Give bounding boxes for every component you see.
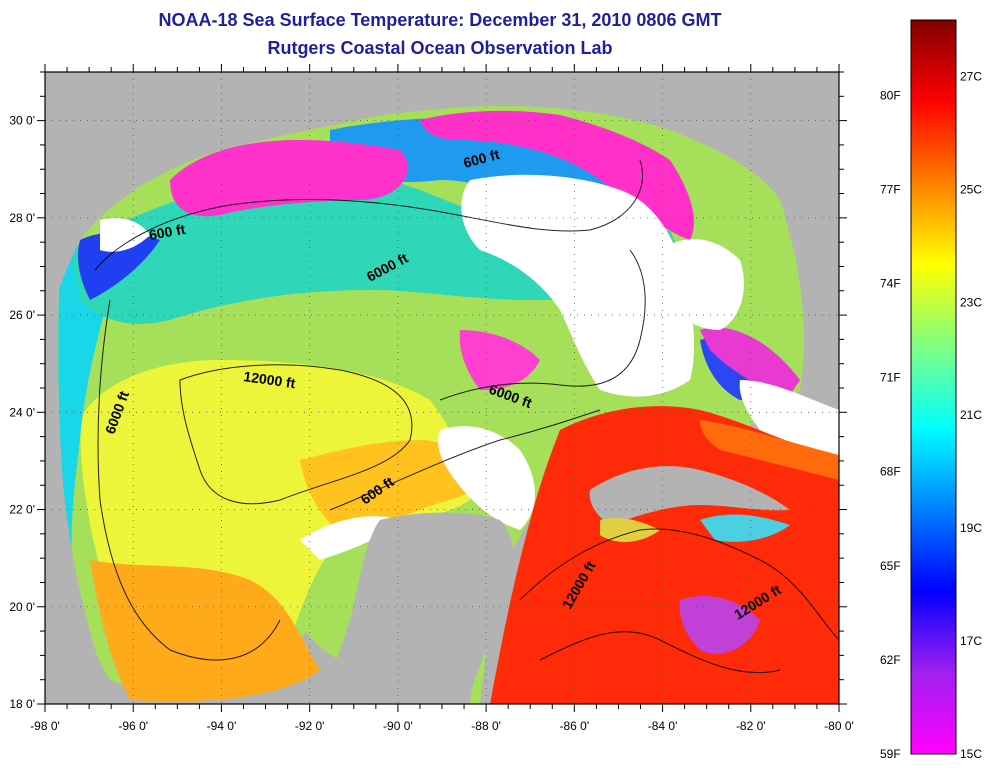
x-tick-label: -86 0': [560, 719, 590, 733]
colorbar-c-label: 25C: [960, 182, 982, 196]
colorbar-c-label: 15C: [960, 747, 982, 761]
x-tick-label: -80 0': [824, 719, 854, 733]
colorbar-f-label: 77F: [880, 182, 901, 196]
colorbar-gradient: [910, 19, 957, 755]
x-tick-label: -84 0': [648, 719, 678, 733]
x-tick-label: -90 0': [383, 719, 413, 733]
x-tick-label: -92 0': [295, 719, 325, 733]
contour-label: 600 ft: [148, 221, 187, 243]
contour-label: 12000 ft: [243, 368, 297, 391]
x-tick-label: -88 0': [471, 719, 501, 733]
colorbar-c-label: 27C: [960, 69, 982, 83]
x-axis-labels: -98 0' -96 0' -94 0' -92 0' -90 0' -88 0' -86 …: [30, 719, 854, 733]
colorbar-f-label: 62F: [880, 653, 901, 667]
x-tick-label: -98 0': [30, 719, 60, 733]
axis-ticks: [37, 64, 847, 712]
y-tick-label: 26 0': [9, 308, 35, 322]
colorbar-celsius-labels: 27C 25C 23C 21C 19C 17C 15C: [960, 69, 982, 761]
graticule: [45, 72, 839, 704]
y-tick-label: 30 0': [9, 114, 35, 128]
x-tick-label: -82 0': [736, 719, 766, 733]
colorbar-fahrenheit-labels: 80F 77F 74F 71F 68F 65F 62F 59F: [880, 88, 901, 761]
y-axis-labels: 30 0' 28 0' 26 0' 24 0' 22 0' 20 0' 18 0': [9, 114, 35, 711]
y-tick-label: 22 0': [9, 503, 35, 517]
x-tick-label: -94 0': [207, 719, 237, 733]
colorbar-f-label: 68F: [880, 465, 901, 479]
y-tick-label: 18 0': [9, 697, 35, 711]
colorbar-c-label: 17C: [960, 634, 982, 648]
colorbar-c-label: 19C: [960, 521, 982, 535]
colorbar-f-label: 71F: [880, 371, 901, 385]
map-title: NOAA-18 Sea Surface Temperature: Decembe…: [158, 10, 722, 30]
y-tick-label: 24 0': [9, 405, 35, 419]
sst-field: 600 ft 600 ft 6000 ft 12000 ft 6000 ft 6…: [45, 72, 839, 704]
colorbar-f-label: 74F: [880, 276, 901, 290]
map-subtitle: Rutgers Coastal Ocean Observation Lab: [267, 38, 613, 58]
colorbar-c-label: 23C: [960, 295, 982, 309]
y-tick-label: 20 0': [9, 600, 35, 614]
colorbar-f-label: 65F: [880, 559, 901, 573]
colorbar-f-label: 80F: [880, 88, 901, 102]
colorbar-f-label: 59F: [880, 747, 901, 761]
colorbar-c-label: 21C: [960, 408, 982, 422]
bathymetry-contours: [94, 159, 839, 674]
y-tick-label: 28 0': [9, 211, 35, 225]
x-tick-label: -96 0': [118, 719, 148, 733]
